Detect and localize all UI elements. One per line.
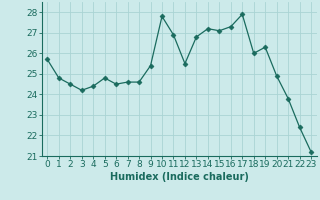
X-axis label: Humidex (Indice chaleur): Humidex (Indice chaleur) bbox=[110, 172, 249, 182]
